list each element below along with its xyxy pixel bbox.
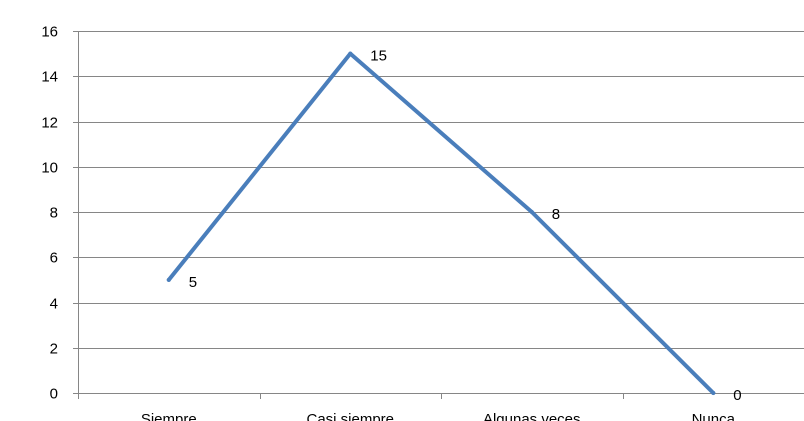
data-label-1: 15 [370,48,387,65]
data-point-0 [166,277,171,282]
data-point-3 [711,391,716,395]
y-tick-label-12: 12 [41,115,58,132]
axes [73,31,804,399]
x-tick-label-1: Casi siempre [306,411,394,421]
y-axis-tick-labels: 0 2 4 6 8 10 12 14 16 [41,24,58,403]
y-tick-label-2: 2 [50,341,58,358]
y-tick-label-0: 0 [50,386,58,403]
y-tick-label-10: 10 [41,160,58,177]
y-tick-label-8: 8 [50,205,58,222]
x-tick-label-0: Siempre [141,411,197,421]
data-labels: 5 15 8 0 [189,48,742,404]
series-layer [166,51,716,395]
y-tick-label-4: 4 [50,296,58,313]
gridlines [78,31,804,349]
data-point-1 [348,51,353,56]
x-tick-label-2: Algunas veces [483,411,581,421]
data-label-2: 8 [552,206,560,223]
y-tick-label-14: 14 [41,69,58,86]
y-tick-label-16: 16 [41,24,58,41]
series-line-0 [166,51,716,395]
x-tick-label-3: Nunca [692,411,736,421]
data-point-2 [529,210,534,214]
data-label-0: 5 [189,274,197,291]
data-label-3: 0 [733,387,741,404]
x-axis-tick-labels: Siempre Casi siempre Algunas veces Nunca [141,411,736,421]
y-tick-label-6: 6 [50,250,58,267]
